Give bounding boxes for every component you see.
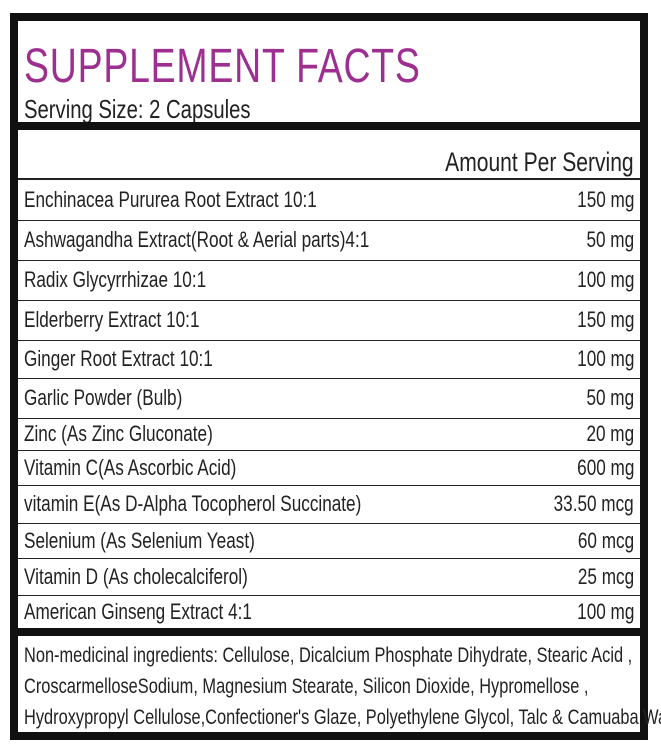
- ingredient-name: vitamin E(As D-Alpha Tocopherol Succinat…: [24, 491, 362, 516]
- row-rule: [18, 485, 640, 486]
- ingredients-line: Hydroxypropyl Cellulose,Confectioner's G…: [24, 704, 661, 732]
- amount: 150 mg: [576, 307, 634, 332]
- amount-cell: 25 mcg: [562, 558, 634, 595]
- ingredients-text: CroscarmelloseSodium, Magnesium Stearate…: [24, 675, 589, 698]
- row-rule: [18, 558, 640, 559]
- ingredient-name: Ashwagandha Extract(Root & Aerial parts)…: [24, 227, 370, 252]
- column-header-wrap: Amount Per Serving: [392, 147, 634, 178]
- ingredient-name: Garlic Powder (Bulb): [24, 385, 183, 410]
- ingredient-cell: Vitamin D (As cholecalciferol): [24, 558, 311, 595]
- amount: 60 mcg: [577, 528, 634, 553]
- amount-cell: 50 mg: [573, 378, 634, 418]
- amount-cell: 100 mg: [561, 595, 634, 628]
- ingredient-name: Selenium (As Selenium Yeast): [24, 528, 255, 553]
- serving-size: Serving Size: 2 Capsules: [24, 94, 251, 124]
- amount: 600 mg: [576, 455, 634, 480]
- amount: 150 mg: [576, 187, 634, 212]
- amount-cell: 100 mg: [561, 340, 634, 378]
- ingredients-line: Non-medicinal ingredients: Cellulose, Di…: [24, 642, 661, 670]
- row-rule: [18, 340, 640, 341]
- ingredient-cell: Garlic Powder (Bulb): [24, 378, 227, 418]
- row-rule: [18, 260, 640, 261]
- ingredient-cell: Selenium (As Selenium Yeast): [24, 523, 320, 558]
- ingredient-name: Zinc (As Zinc Gluconate): [24, 421, 213, 446]
- facts-label: SUPPLEMENT FACTS Serving Size: 2 Capsule…: [10, 13, 661, 740]
- row-rule: [18, 523, 640, 524]
- amount: 20 mg: [586, 421, 634, 446]
- thick-bar: [18, 628, 640, 636]
- amount-cell: 33.50 mcg: [531, 485, 634, 523]
- amount: 100 mg: [576, 346, 634, 371]
- row-rule: [18, 378, 640, 379]
- amount-cell: 600 mg: [561, 450, 634, 485]
- ingredient-name: Vitamin D (As cholecalciferol): [24, 564, 248, 589]
- thick-bar: [18, 122, 640, 130]
- ingredient-name: American Ginseng Extract 4:1: [24, 599, 252, 624]
- amount: 50 mg: [586, 227, 634, 252]
- ingredient-cell: Vitamin C(As Ascorbic Acid): [24, 450, 296, 485]
- ingredient-name: Elderberry Extract 10:1: [24, 307, 200, 332]
- row-rule: [18, 300, 640, 301]
- row-rule: [18, 418, 640, 419]
- amount-cell: 150 mg: [561, 180, 634, 220]
- ingredients-text: Non-medicinal ingredients: Cellulose, Di…: [24, 644, 633, 667]
- ingredient-name: Ginger Root Extract 10:1: [24, 346, 213, 371]
- amount: 50 mg: [586, 385, 634, 410]
- ingredient-cell: vitamin E(As D-Alpha Tocopherol Succinat…: [24, 485, 456, 523]
- amount: 25 mcg: [577, 564, 634, 589]
- ingredients-line: CroscarmelloseSodium, Magnesium Stearate…: [24, 673, 661, 701]
- ingredient-name: Radix Glycyrrhizae 10:1: [24, 267, 207, 292]
- row-rule: [18, 595, 640, 596]
- ingredient-cell: Zinc (As Zinc Gluconate): [24, 418, 266, 450]
- amount-cell: 20 mg: [573, 418, 634, 450]
- column-header: Amount Per Serving: [445, 147, 634, 177]
- row-rule: [18, 450, 640, 451]
- ingredient-cell: American Ginseng Extract 4:1: [24, 595, 316, 628]
- amount-cell: 60 mcg: [562, 523, 634, 558]
- amount-cell: 100 mg: [561, 260, 634, 300]
- amount: 33.50 mcg: [553, 491, 634, 516]
- amount-cell: 150 mg: [561, 300, 634, 340]
- serving-wrap: Serving Size: 2 Capsules: [24, 94, 314, 125]
- ingredients-text: Hydroxypropyl Cellulose,Confectioner's G…: [24, 706, 661, 729]
- ingredient-cell: Radix Glycyrrhizae 10:1: [24, 260, 258, 300]
- title-wrap: SUPPLEMENT FACTS: [24, 39, 533, 94]
- ingredient-cell: Enchinacea Pururea Root Extract 10:1: [24, 180, 399, 220]
- ingredient-cell: Ashwagandha Extract(Root & Aerial parts)…: [24, 220, 467, 260]
- ingredient-name: Vitamin C(As Ascorbic Acid): [24, 455, 237, 480]
- ingredient-cell: Elderberry Extract 10:1: [24, 300, 249, 340]
- amount: 100 mg: [576, 267, 634, 292]
- ingredient-name: Enchinacea Pururea Root Extract 10:1: [24, 187, 317, 212]
- amount-cell: 50 mg: [573, 220, 634, 260]
- title: SUPPLEMENT FACTS: [24, 40, 421, 93]
- amount: 100 mg: [576, 599, 634, 624]
- ingredient-cell: Ginger Root Extract 10:1: [24, 340, 266, 378]
- row-rule: [18, 220, 640, 221]
- header-rule: [18, 178, 640, 180]
